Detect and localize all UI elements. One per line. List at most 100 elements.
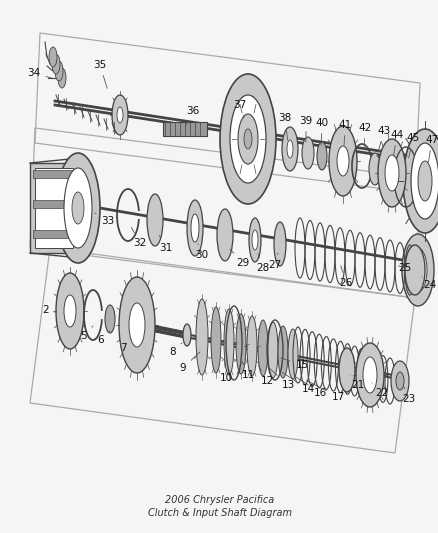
Ellipse shape — [401, 234, 433, 306]
Text: 2006 Chrysler Pacifica
Clutch & Input Shaft Diagram: 2006 Chrysler Pacifica Clutch & Input Sh… — [148, 495, 291, 518]
Ellipse shape — [287, 329, 297, 379]
Text: 35: 35 — [93, 60, 107, 88]
Ellipse shape — [247, 316, 256, 376]
Ellipse shape — [105, 305, 115, 333]
Text: 47: 47 — [424, 135, 438, 162]
Text: 27: 27 — [268, 253, 281, 270]
Text: 24: 24 — [421, 277, 436, 290]
Ellipse shape — [230, 95, 265, 183]
Ellipse shape — [211, 307, 220, 373]
Ellipse shape — [410, 143, 438, 219]
Ellipse shape — [236, 314, 245, 374]
Text: 26: 26 — [339, 265, 352, 288]
Ellipse shape — [404, 245, 424, 295]
Bar — [33, 200, 77, 208]
Ellipse shape — [129, 303, 145, 347]
Bar — [30, 163, 80, 253]
Ellipse shape — [267, 322, 277, 378]
Ellipse shape — [56, 153, 100, 263]
Ellipse shape — [408, 248, 426, 292]
Ellipse shape — [368, 153, 380, 185]
Ellipse shape — [355, 343, 383, 407]
Ellipse shape — [336, 146, 348, 176]
Ellipse shape — [301, 137, 313, 169]
Ellipse shape — [219, 74, 276, 204]
Text: 12: 12 — [258, 366, 273, 386]
Text: 14: 14 — [282, 373, 314, 394]
Bar — [33, 170, 77, 178]
Text: 13: 13 — [269, 369, 294, 390]
Ellipse shape — [49, 47, 57, 67]
Ellipse shape — [237, 114, 258, 164]
Ellipse shape — [328, 126, 356, 196]
Ellipse shape — [384, 155, 398, 191]
Ellipse shape — [244, 129, 251, 149]
Ellipse shape — [402, 129, 438, 233]
Ellipse shape — [191, 214, 198, 242]
Text: 7: 7 — [120, 339, 131, 353]
Ellipse shape — [417, 161, 431, 201]
Ellipse shape — [281, 127, 297, 171]
Text: 29: 29 — [230, 249, 249, 268]
Text: 44: 44 — [389, 130, 403, 156]
Text: 34: 34 — [27, 68, 52, 78]
Text: 33: 33 — [95, 213, 114, 226]
Bar — [162, 122, 207, 136]
Ellipse shape — [52, 54, 60, 74]
Text: 6: 6 — [98, 331, 110, 345]
Text: 23: 23 — [402, 387, 415, 404]
Text: 16: 16 — [295, 376, 326, 398]
Ellipse shape — [286, 140, 292, 158]
Ellipse shape — [277, 326, 287, 378]
Text: 41: 41 — [338, 120, 351, 145]
Text: 22: 22 — [371, 383, 388, 398]
Ellipse shape — [377, 139, 405, 207]
Ellipse shape — [56, 273, 84, 349]
Ellipse shape — [119, 277, 155, 373]
Ellipse shape — [395, 372, 403, 390]
Ellipse shape — [251, 230, 258, 250]
Text: 39: 39 — [299, 116, 312, 142]
Text: 9: 9 — [179, 352, 200, 373]
Ellipse shape — [147, 194, 162, 246]
Ellipse shape — [273, 222, 285, 266]
Ellipse shape — [64, 295, 76, 327]
Text: 42: 42 — [357, 123, 371, 148]
Ellipse shape — [187, 200, 202, 256]
Ellipse shape — [55, 61, 63, 81]
Ellipse shape — [338, 348, 354, 392]
Ellipse shape — [258, 320, 267, 376]
Text: 8: 8 — [170, 343, 182, 357]
Ellipse shape — [316, 142, 326, 170]
Ellipse shape — [58, 68, 66, 88]
Ellipse shape — [216, 209, 233, 261]
Ellipse shape — [248, 218, 261, 262]
Ellipse shape — [390, 361, 408, 401]
Text: 43: 43 — [377, 126, 390, 154]
Ellipse shape — [117, 107, 123, 123]
Text: 17: 17 — [306, 381, 344, 402]
Text: 2: 2 — [42, 305, 55, 315]
Text: 30: 30 — [195, 244, 208, 260]
Text: 15: 15 — [280, 358, 308, 370]
Text: 32: 32 — [131, 228, 146, 248]
Ellipse shape — [112, 95, 128, 135]
Ellipse shape — [72, 192, 84, 224]
Bar — [35, 168, 73, 248]
Ellipse shape — [223, 309, 233, 375]
Text: 38: 38 — [278, 113, 291, 140]
Text: 28: 28 — [256, 254, 269, 273]
Ellipse shape — [195, 299, 208, 375]
Text: 36: 36 — [186, 106, 199, 125]
Text: 21: 21 — [349, 375, 364, 390]
Text: 25: 25 — [397, 263, 411, 273]
Bar — [33, 230, 77, 238]
Text: 5: 5 — [81, 326, 93, 341]
Ellipse shape — [64, 168, 92, 248]
Text: 10: 10 — [219, 358, 232, 383]
Text: 11: 11 — [241, 361, 254, 380]
Text: 31: 31 — [159, 236, 172, 253]
Ellipse shape — [362, 357, 376, 393]
Ellipse shape — [183, 324, 191, 346]
Text: 40: 40 — [315, 118, 328, 145]
